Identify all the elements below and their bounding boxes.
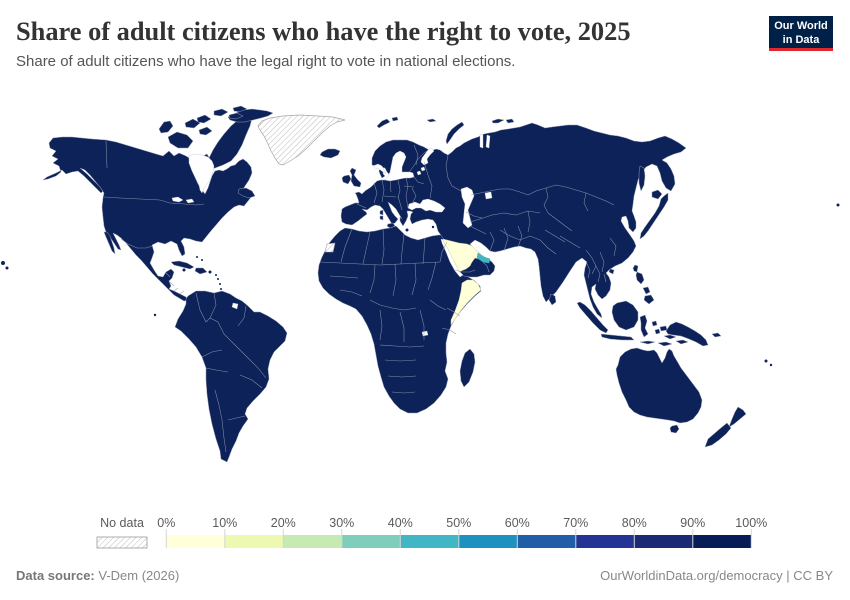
svg-text:40%: 40% xyxy=(388,516,413,530)
svg-text:0%: 0% xyxy=(157,516,175,530)
svg-text:70%: 70% xyxy=(563,516,588,530)
svg-text:100%: 100% xyxy=(735,516,767,530)
svg-text:90%: 90% xyxy=(680,516,705,530)
svg-text:50%: 50% xyxy=(446,516,471,530)
svg-text:30%: 30% xyxy=(329,516,354,530)
svg-text:80%: 80% xyxy=(622,516,647,530)
svg-text:60%: 60% xyxy=(505,516,530,530)
svg-text:10%: 10% xyxy=(212,516,237,530)
svg-text:20%: 20% xyxy=(271,516,296,530)
svg-text:No data: No data xyxy=(100,516,144,530)
